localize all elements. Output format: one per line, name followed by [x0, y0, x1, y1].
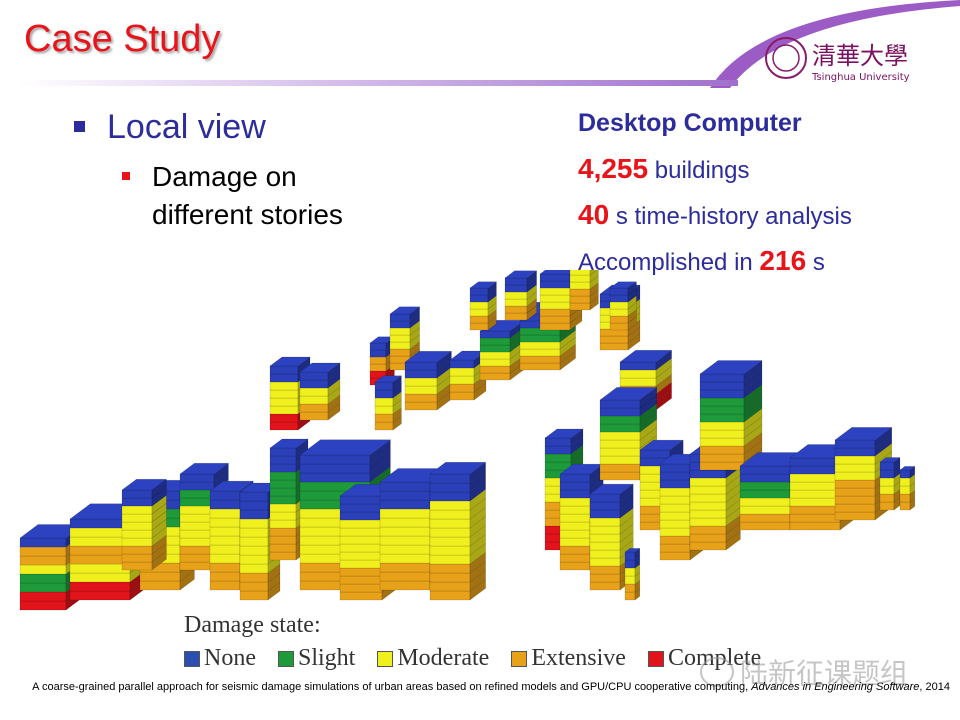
stats-accomplished: Accomplished in 216 s — [578, 245, 825, 276]
university-name-cn: 清華大學 — [812, 42, 908, 70]
stats-buildings: 4,255 buildings — [578, 153, 750, 184]
bullet-local-view: Local view — [74, 108, 266, 147]
university-name: Tsinghua University — [811, 72, 910, 83]
legend-item-moderate: Moderate — [377, 645, 489, 672]
city-damage-visualization — [19, 270, 916, 611]
title-divider — [18, 80, 738, 86]
legend-item-slight: Slight — [277, 645, 355, 672]
stats-header: Desktop Computer — [578, 109, 802, 137]
legend-swatch — [184, 650, 200, 667]
square-bullet-icon — [74, 120, 85, 132]
university-logo-banner: 清華大學 Tsinghua University — [710, 0, 960, 88]
sub-bullet-damage: Damage on different stories — [122, 158, 343, 234]
legend-item-extensive: Extensive — [511, 645, 626, 672]
damage-legend: None Slight Moderate Extensive Complete — [184, 645, 775, 672]
performance-stats: Desktop Computer 4,255 buildings 40 s ti… — [578, 100, 852, 284]
legend-swatch — [377, 650, 394, 667]
legend-swatch — [511, 650, 528, 667]
legend-item-none: None — [184, 645, 256, 672]
wechat-icon — [700, 657, 734, 687]
stats-time: 40 s time-history analysis — [578, 199, 852, 230]
legend-title: Damage state: — [184, 612, 321, 638]
slide-title: Case Study — [24, 18, 221, 60]
legend-swatch — [277, 650, 294, 667]
reference-caption: A coarse-grained parallel approach for s… — [32, 681, 950, 693]
square-bullet-icon — [122, 172, 130, 180]
watermark: 陆新征课题组 — [700, 652, 908, 692]
legend-swatch — [647, 650, 664, 667]
